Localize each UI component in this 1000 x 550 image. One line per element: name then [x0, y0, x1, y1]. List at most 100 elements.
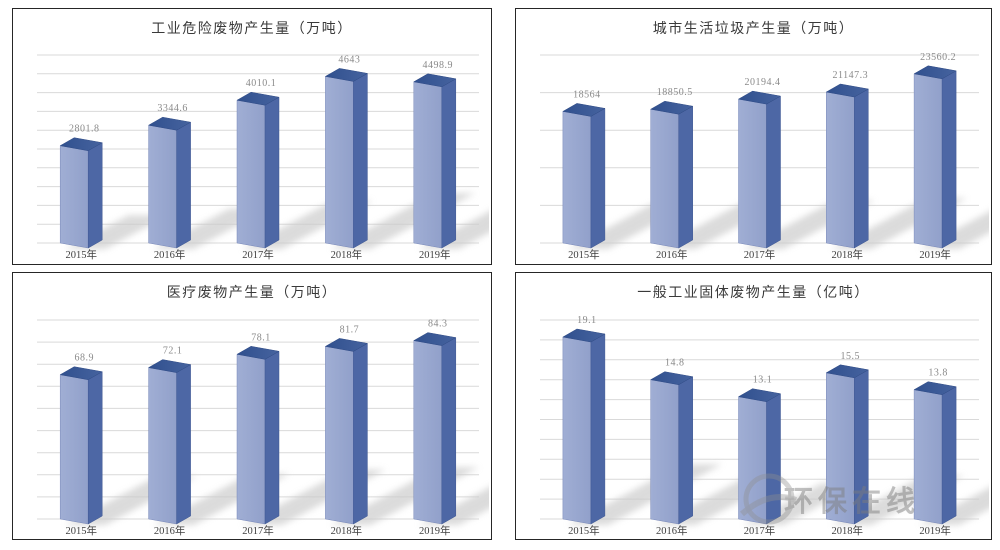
bar-front-face	[413, 81, 443, 249]
bar-value-label: 78.1	[251, 332, 271, 343]
bar-side-face	[766, 393, 781, 525]
industrial-hazardous-waste-plot: 2801.8 2015年 3344.6 2016年 4010.1 2017年 4643 201…	[37, 54, 489, 261]
bar-shadow	[418, 487, 489, 525]
x-axis-label: 2017年	[242, 524, 274, 537]
x-axis-label: 2017年	[744, 248, 776, 261]
bar-value-label: 20194.4	[745, 77, 781, 88]
x-axis-label: 2019年	[919, 248, 951, 261]
x-axis-label: 2016年	[656, 524, 688, 537]
bar-front-face	[562, 111, 592, 249]
bar-side-face	[590, 333, 606, 525]
bar-front-face	[738, 396, 767, 525]
bar-value-label: 3344.6	[157, 103, 188, 114]
bar-value-label: 15.5	[841, 351, 861, 362]
chart-panel-medical-waste: 医疗废物产生量（万吨） 68.9 2015年 72.1 2016年 78.1 2017年 8…	[12, 272, 492, 540]
x-axis-label: 2018年	[331, 524, 363, 537]
bar-side-face	[87, 142, 103, 249]
bar-top-face	[825, 364, 870, 379]
bar-value-label: 13.8	[928, 368, 948, 379]
bar-side-face	[264, 350, 280, 525]
bar-top-face	[913, 381, 957, 395]
bar-2015年	[59, 137, 169, 249]
bar-2019年	[413, 73, 489, 249]
bar-top-face	[737, 90, 782, 105]
bar-2019年	[413, 332, 489, 525]
bar-side-face	[854, 369, 869, 525]
bar-value-label: 2801.8	[69, 124, 100, 135]
bar-value-label: 19.1	[577, 315, 597, 326]
bar-value-label: 72.1	[163, 346, 183, 357]
bar-value-label: 68.9	[74, 353, 94, 364]
x-axis-label: 2015年	[568, 248, 600, 261]
bar-value-label: 4010.1	[246, 78, 277, 89]
bar-front-face	[59, 374, 89, 525]
bar-side-face	[941, 386, 957, 525]
bar-front-face	[236, 99, 266, 249]
bar-side-face	[87, 371, 103, 525]
bar-top-face	[147, 359, 192, 373]
bar-2017年	[737, 388, 862, 525]
bar-value-label: 84.3	[428, 319, 448, 330]
bar-value-label: 21147.3	[832, 70, 868, 81]
general-industrial-solid-waste-plot: 19.1 2015年 14.8 2016年 13.1 2017年 15.5 2018年 13.8…	[540, 315, 989, 537]
bar-top-face	[236, 346, 280, 360]
bar-shadow	[418, 211, 489, 249]
bar-side-face	[353, 72, 368, 249]
x-axis-label: 2019年	[419, 248, 451, 261]
bar-side-face	[941, 70, 957, 249]
x-axis-label: 2019年	[919, 524, 951, 537]
bar-value-label: 18850.5	[657, 87, 693, 98]
x-axis-label: 2019年	[419, 524, 451, 537]
bar-front-face	[325, 76, 354, 249]
bar-front-face	[650, 108, 679, 249]
bar-2016年	[147, 116, 270, 249]
bar-value-label: 13.1	[753, 375, 773, 386]
bar-side-face	[678, 376, 693, 525]
bar-side-face	[854, 88, 869, 249]
x-axis-label: 2016年	[656, 248, 688, 261]
x-axis-label: 2017年	[242, 248, 274, 261]
bar-front-face	[59, 145, 89, 249]
bar-side-face	[678, 105, 693, 249]
bar-top-face	[413, 332, 457, 346]
bar-2018年	[324, 338, 479, 525]
bar-value-label: 4498.9	[423, 60, 454, 71]
bar-front-face	[562, 336, 592, 525]
bar-side-face	[441, 337, 457, 525]
bar-top-face	[236, 91, 280, 106]
bar-front-face	[148, 367, 177, 525]
x-axis-label: 2016年	[154, 248, 186, 261]
bar-value-label: 4643	[338, 54, 360, 65]
x-axis-label: 2017年	[744, 524, 776, 537]
bar-top-face	[324, 338, 369, 352]
x-axis-label: 2015年	[65, 524, 97, 537]
bar-top-face	[147, 116, 192, 131]
chart-title-medical-waste: 医疗废物产生量（万吨）	[166, 286, 338, 301]
chart-title-municipal-household-waste: 城市生活垃圾产生量（万吨）	[652, 22, 855, 37]
chart-title-industrial-hazardous-waste: 工业危险废物产生量（万吨）	[151, 22, 353, 37]
bar-2019年	[913, 381, 989, 525]
bar-top-face	[562, 328, 606, 343]
bar-top-face	[59, 366, 103, 380]
bar-front-face	[236, 354, 266, 525]
bar-front-face	[913, 389, 943, 525]
bar-2019年	[913, 65, 989, 249]
bar-2015年	[562, 328, 722, 525]
medical-waste-plot: 68.9 2015年 72.1 2016年 78.1 2017年 81.7 2018年 84.3…	[37, 319, 489, 537]
bar-front-face	[826, 372, 855, 525]
bar-side-face	[766, 95, 781, 249]
bar-side-face	[176, 364, 191, 525]
bar-side-face	[176, 121, 191, 249]
bar-side-face	[590, 107, 606, 249]
bar-front-face	[913, 73, 943, 249]
bar-top-face	[562, 103, 606, 117]
bar-front-face	[325, 346, 354, 525]
bar-side-face	[353, 342, 368, 525]
bar-value-label: 23560.2	[920, 52, 956, 63]
bar-value-label: 14.8	[665, 358, 685, 369]
x-axis-label: 2015年	[568, 524, 600, 537]
x-axis-label: 2018年	[832, 524, 864, 537]
bar-value-label: 81.7	[340, 324, 360, 335]
bar-top-face	[737, 388, 782, 402]
